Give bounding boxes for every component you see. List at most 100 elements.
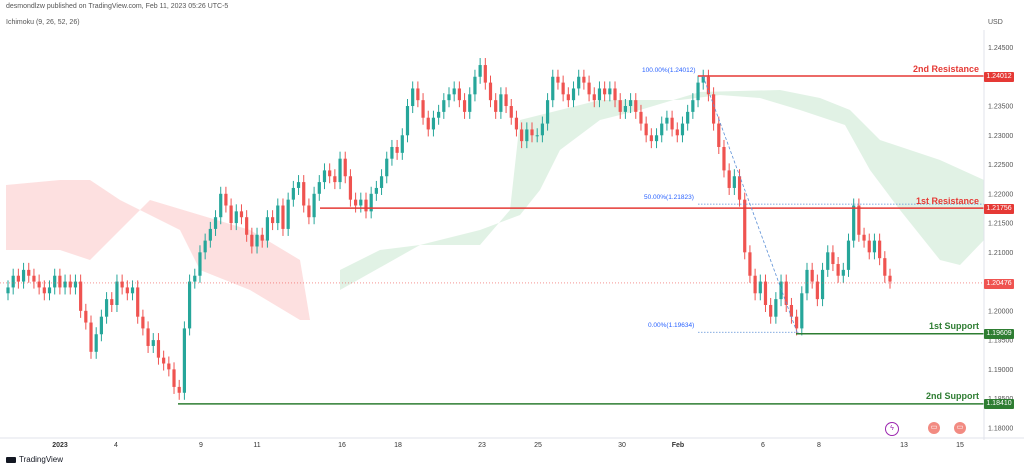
candle-body [239, 211, 244, 218]
candle-body [608, 88, 612, 95]
y-tick-label: 1.21500 [988, 221, 1013, 228]
candle-body [385, 158, 389, 177]
candle-body [691, 100, 695, 112]
candle-body [234, 211, 238, 224]
candle-body [452, 88, 456, 95]
candle-body [250, 234, 254, 247]
candle-body [566, 94, 570, 101]
fib-100-label: 100.00%(1.24012) [642, 67, 696, 74]
indicator-label[interactable]: Ichimoku (9, 26, 52, 26) [6, 19, 80, 26]
resistance-1-label: 1st Resistance [915, 196, 979, 206]
x-tick-label: 16 [338, 442, 346, 449]
candle-body [883, 258, 887, 276]
candle-body [271, 217, 275, 224]
candle-body [457, 88, 461, 101]
candle-body [540, 123, 544, 136]
candle-body [789, 304, 794, 317]
candle-body [520, 129, 524, 142]
candle-body [312, 193, 316, 218]
candle-body [805, 269, 809, 294]
candle-body [504, 94, 508, 107]
candle-body [431, 117, 436, 130]
x-tick-label: 2023 [52, 442, 68, 449]
y-tick-label: 1.21000 [988, 250, 1013, 257]
candle-body [717, 123, 721, 147]
candle-body [177, 386, 181, 393]
candle-body [84, 310, 88, 323]
fib-50-label: 50.00%(1.21823) [644, 194, 694, 201]
candle-body [307, 205, 311, 218]
candle-body [795, 316, 799, 329]
candle-body [644, 123, 648, 136]
candle-body [696, 82, 700, 101]
candle-body [571, 88, 576, 101]
x-tick-label: 9 [199, 442, 203, 449]
candle-body [172, 369, 176, 387]
candle-body [141, 316, 145, 329]
candle-body [281, 205, 285, 229]
candle-body [328, 170, 332, 177]
resistance-2-badge: 1.24012 [984, 72, 1014, 82]
y-tick-label: 1.23500 [988, 104, 1013, 111]
support-2-label: 2nd Support [926, 391, 979, 401]
candle-body [265, 217, 270, 241]
candle-body [296, 182, 301, 188]
candle-body [208, 228, 212, 241]
candle-body [623, 106, 627, 112]
candle-body [437, 111, 441, 118]
candle-body [551, 76, 555, 101]
flag-icon[interactable]: ▭ [954, 422, 966, 434]
candle-body [597, 88, 602, 101]
candle-body [561, 82, 565, 95]
fib-0-label: 0.00%(1.19634) [648, 322, 695, 329]
x-tick-label: 30 [618, 442, 626, 449]
footer-brand[interactable]: TradingView [6, 455, 63, 464]
candle-body [712, 94, 716, 124]
flag-icon[interactable]: ▭ [928, 422, 940, 434]
levels [0, 75, 984, 405]
candle-body [478, 65, 482, 77]
candle-body [6, 287, 10, 294]
candle-body [836, 264, 840, 276]
candle-body [888, 275, 892, 282]
candle-body [545, 100, 550, 124]
y-tick-label: 1.24500 [988, 45, 1013, 52]
candle-body [530, 129, 534, 136]
resistance-2-label: 2nd Resistance [912, 64, 979, 74]
x-tick-label: Feb [672, 442, 684, 449]
candle-body [89, 322, 93, 352]
candle-body [374, 187, 378, 194]
candle-body [411, 88, 415, 107]
candle-body [488, 82, 493, 101]
x-tick-label: 23 [478, 442, 486, 449]
candle-body [42, 287, 46, 294]
candle-body [556, 76, 560, 83]
candle-body [416, 88, 420, 101]
y-tick-label: 1.20000 [988, 308, 1013, 315]
candle-body [473, 76, 477, 95]
candle-body [774, 299, 778, 317]
candle-body [348, 176, 353, 200]
candle-body [156, 340, 161, 358]
candle-body [613, 88, 617, 101]
support-1-badge: 1.19609 [984, 329, 1014, 339]
candle-body [32, 275, 36, 282]
candle-body [73, 281, 78, 288]
candle-body [815, 281, 819, 300]
candle-body [862, 234, 866, 241]
y-tick-label: 1.18000 [988, 425, 1013, 432]
candle-body [193, 275, 197, 282]
lightning-icon[interactable]: ϟ [885, 422, 899, 436]
candle-body [219, 193, 223, 218]
candle-body [706, 76, 711, 95]
candle-body [753, 275, 757, 294]
candle-body [16, 275, 20, 282]
publisher-caption: desmondlzw published on TradingView.com,… [6, 3, 229, 10]
candle-body [286, 199, 290, 229]
candle-body [535, 135, 539, 137]
candle-body [120, 281, 124, 288]
candle-body [852, 205, 856, 241]
candle-body [841, 269, 845, 276]
candle-body [857, 205, 861, 235]
